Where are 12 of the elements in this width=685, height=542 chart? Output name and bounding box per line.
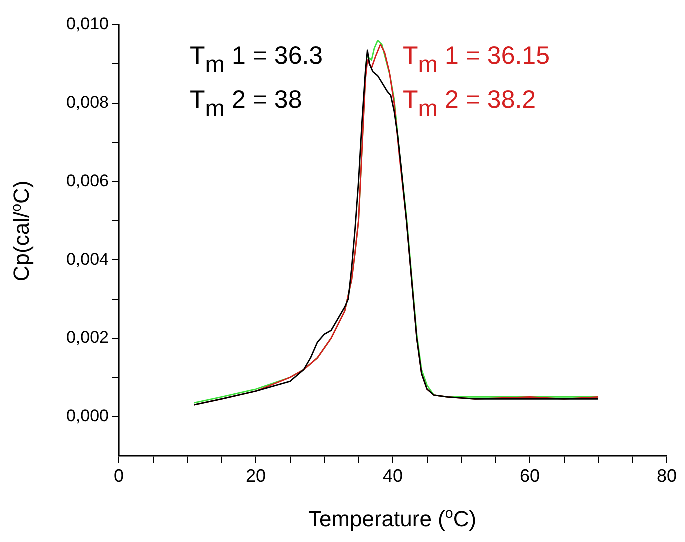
x-axis-title: Temperature ($^{o}$C) <box>307 506 478 532</box>
x-tick-label: 20 <box>246 466 266 486</box>
y-tick-label: 0,008 <box>66 93 109 112</box>
y-tick-label: 0,006 <box>66 171 109 190</box>
y-tick-label: 0,010 <box>66 14 109 34</box>
y-tick-label: 0,004 <box>66 250 109 269</box>
x-tick-label: 80 <box>656 466 678 486</box>
x-tick-label: 0 <box>114 466 124 486</box>
x-tick-label: 40 <box>382 466 404 486</box>
x-tick-label: 60 <box>520 466 540 486</box>
y-tick-label: 0,000 <box>66 406 109 426</box>
y-tick-label: 0,002 <box>66 328 109 348</box>
